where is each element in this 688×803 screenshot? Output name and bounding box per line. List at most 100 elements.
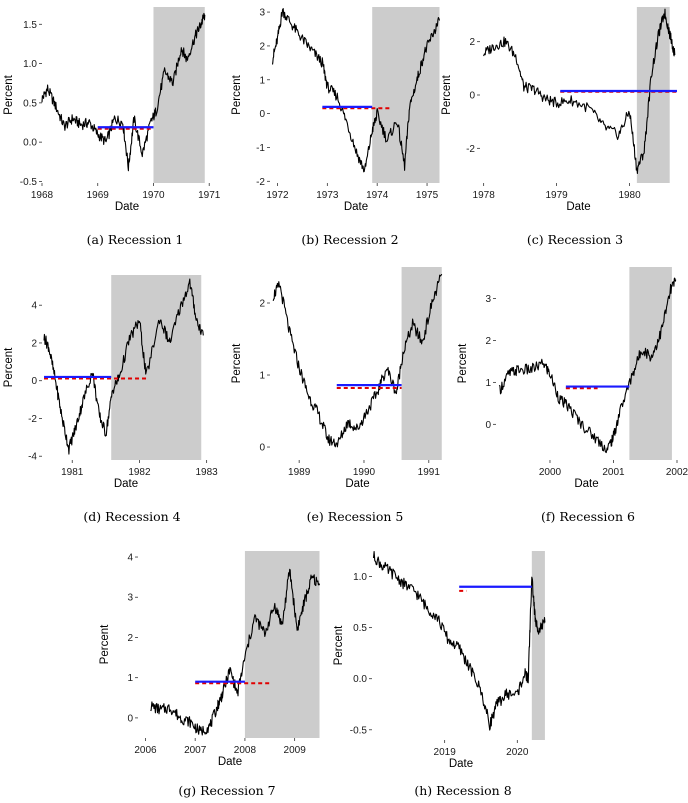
x-tick-label: 1974 <box>366 190 389 201</box>
y-tick-label: -2 <box>28 414 37 425</box>
y-tick-label: 2 <box>127 633 133 644</box>
chart-caption: (c) Recession 3 <box>527 232 623 247</box>
x-tick-label: 1971 <box>198 190 221 201</box>
chart-caption: (h) Recession 8 <box>414 783 511 798</box>
series-line <box>271 8 441 173</box>
x-tick-label: 1981 <box>61 467 84 478</box>
y-tick-label: -2 <box>256 177 265 188</box>
chart-panel: 0 1 2 3 4 2006 2007 2008 2009 Date Percent (g) Rece… <box>99 551 321 798</box>
x-tick-label: 1982 <box>128 467 151 478</box>
series-line <box>483 8 676 175</box>
y-tick-label: 0.0 <box>353 674 367 685</box>
chart-panel: -0.5 0.0 0.5 1.0 1.5 1968 1969 1970 1971 Date Perc… <box>3 7 221 247</box>
y-axis-title: Percent <box>231 74 243 114</box>
x-tick-label: 1989 <box>288 467 311 478</box>
x-tick-label: 1973 <box>316 190 339 201</box>
y-tick-label: 1 <box>485 378 491 389</box>
x-tick-label: 1980 <box>618 190 641 201</box>
x-axis-title: Date <box>344 201 368 213</box>
chart-caption: (d) Recession 4 <box>83 509 180 524</box>
y-tick-label: 1 <box>127 673 133 684</box>
y-tick-label: 2 <box>469 37 475 48</box>
series-line <box>150 568 321 736</box>
chart-caption: (e) Recession 5 <box>307 509 404 524</box>
y-tick-label: 2 <box>485 336 491 347</box>
chart-caption: (a) Recession 1 <box>87 232 184 247</box>
x-axis-title: Date <box>115 201 139 213</box>
x-tick-label: 2008 <box>234 745 257 756</box>
y-tick-label: 0 <box>127 713 133 724</box>
chart-caption: (b) Recession 2 <box>301 232 398 247</box>
y-tick-label: 1 <box>259 75 265 86</box>
x-tick-label: 1975 <box>416 190 439 201</box>
x-tick-label: 2001 <box>602 467 625 478</box>
y-tick-label: 0.5 <box>23 98 37 109</box>
x-tick-label: 2019 <box>434 747 457 758</box>
x-tick-label: 1970 <box>142 190 165 201</box>
x-tick-label: 1969 <box>87 190 110 201</box>
series-line <box>372 550 546 731</box>
series-line <box>272 273 443 448</box>
chart-panel: -4 -2 0 2 4 1981 1982 1983 Date Percent (d) Recess… <box>3 275 218 524</box>
x-tick-label: 1968 <box>31 190 54 201</box>
y-tick-label: -4 <box>28 452 37 463</box>
y-axis-title: Percent <box>441 74 453 114</box>
y-tick-label: 3 <box>127 593 133 604</box>
y-tick-label: -1 <box>256 143 265 154</box>
x-axis-title: Date <box>345 478 369 490</box>
x-axis-title: Date <box>218 756 242 768</box>
x-tick-label: 2007 <box>184 745 207 756</box>
x-tick-label: 2002 <box>666 467 688 478</box>
y-tick-label: 0.5 <box>353 623 367 634</box>
y-tick-label: 2 <box>31 338 37 349</box>
y-tick-label: 3 <box>485 294 491 305</box>
y-tick-label: 4 <box>127 553 133 564</box>
chart-caption: (f) Recession 6 <box>541 509 635 524</box>
x-axis-title: Date <box>574 478 598 490</box>
chart-panel: -2 0 2 1978 1979 1980 Date Percent (c) Recession… <box>441 7 677 247</box>
y-tick-label: 3 <box>259 8 265 19</box>
series-line <box>498 277 677 454</box>
x-tick-label: 1990 <box>353 467 376 478</box>
y-tick-label: 0 <box>485 420 491 431</box>
y-tick-label: 2 <box>259 41 265 52</box>
chart-caption: (g) Recession 7 <box>178 783 275 798</box>
x-tick-label: 2009 <box>284 745 307 756</box>
y-axis-title: Percent <box>333 625 345 665</box>
x-axis-title: Date <box>566 201 590 213</box>
x-axis-title: Date <box>449 758 473 770</box>
y-axis-title: Percent <box>99 624 111 664</box>
chart-panel: 0 1 2 1989 1990 1991 Date Percent (e) Recession … <box>231 267 443 524</box>
x-tick-label: 1972 <box>266 190 289 201</box>
recession-shading <box>244 551 320 738</box>
x-tick-label: 1991 <box>418 467 441 478</box>
x-tick-label: 1978 <box>473 190 496 201</box>
x-tick-label: 2020 <box>506 747 529 758</box>
x-tick-label: 2000 <box>539 467 562 478</box>
series-line <box>41 12 206 172</box>
series-line <box>43 278 204 455</box>
y-tick-label: 0 <box>31 376 37 387</box>
x-tick-label: 1983 <box>196 467 219 478</box>
y-tick-label: 0 <box>259 443 265 454</box>
x-axis-title: Date <box>114 478 138 490</box>
y-tick-label: 0 <box>469 91 475 102</box>
y-axis-title: Percent <box>3 347 15 387</box>
recession-shading <box>629 267 672 460</box>
y-tick-label: -0.5 <box>20 177 38 188</box>
chart-panel: 0 1 2 3 2000 2001 2002 Date Percent (f) Recession… <box>457 267 688 524</box>
chart-panel: -2 -1 0 1 2 3 1972 1973 1974 1975 Date Percent (b) R… <box>231 7 441 247</box>
y-tick-label: 2 <box>259 299 265 310</box>
y-tick-label: 1.5 <box>23 20 37 31</box>
y-tick-label: 4 <box>31 301 37 312</box>
y-tick-label: 0 <box>259 109 265 120</box>
recession-shading <box>636 7 670 183</box>
y-tick-label: 0.0 <box>23 138 37 149</box>
chart-panel: -0.5 0.0 0.5 1.0 2019 2020 Date Percent (h) Rece… <box>333 550 546 798</box>
recession-shading <box>531 551 545 740</box>
recession-shading <box>111 275 202 460</box>
y-tick-label: 1 <box>259 371 265 382</box>
y-axis-title: Percent <box>3 74 15 114</box>
y-tick-label: -2 <box>466 144 475 155</box>
